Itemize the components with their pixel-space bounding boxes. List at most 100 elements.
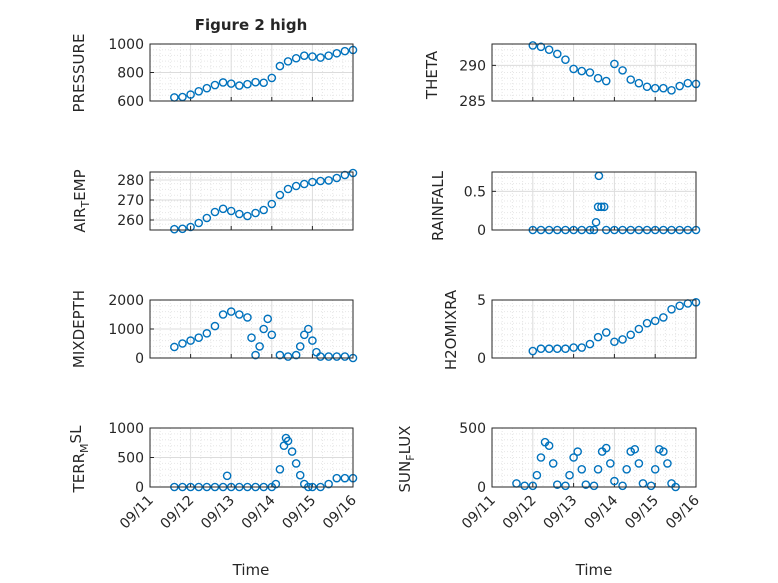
y-tick-label: 290 <box>459 58 486 74</box>
data-point <box>544 441 554 451</box>
data-point <box>593 332 603 342</box>
data-point <box>194 333 204 343</box>
data-point <box>316 176 325 186</box>
data-point <box>591 217 601 227</box>
y-tick-label: 0 <box>135 480 144 496</box>
axes-box <box>149 43 354 102</box>
y-tick-label: 0 <box>477 351 486 367</box>
data-point <box>630 444 640 454</box>
subplot-mixdepth: 0 1000 2000 <box>108 293 358 367</box>
data-point <box>202 329 212 338</box>
data-point <box>332 48 342 58</box>
data-point <box>622 464 631 474</box>
data-point <box>218 78 228 87</box>
data-point <box>226 206 236 216</box>
y-tick-label: 500 <box>459 421 486 437</box>
y-tick-label: 800 <box>117 66 144 82</box>
data-point <box>332 352 342 361</box>
data-point <box>324 352 333 361</box>
data-point <box>267 199 277 209</box>
y-tick-label: 0 <box>135 351 144 367</box>
data-point <box>634 459 644 468</box>
data-point <box>634 78 644 88</box>
data-point <box>259 324 268 334</box>
data-point <box>222 471 232 481</box>
y-tick-label: 1000 <box>108 37 144 53</box>
y-tick-label: 2000 <box>108 293 144 309</box>
data-point <box>308 177 317 187</box>
data-point <box>610 59 619 69</box>
data-point <box>210 80 220 90</box>
data-point <box>577 343 587 352</box>
data-point <box>186 90 195 99</box>
data-point <box>659 447 668 456</box>
data-point <box>226 79 236 88</box>
data-point <box>548 459 558 468</box>
data-point <box>610 476 619 486</box>
y-tick-label: 0 <box>477 223 486 239</box>
y-tick-label: 270 <box>117 193 144 209</box>
data-point <box>287 447 297 456</box>
data-point <box>626 330 636 340</box>
y-axis-label-mixdepth: MIXDEPTH <box>70 290 88 368</box>
y-tick-label: 285 <box>459 94 486 110</box>
data-point <box>299 51 309 60</box>
data-point <box>170 342 179 352</box>
data-point <box>597 202 606 212</box>
data-point <box>283 57 293 66</box>
y-axis-label-air-temp: AIRTEMP <box>71 169 92 232</box>
data-point <box>243 313 252 322</box>
data-point <box>178 339 187 348</box>
y-tick-label: 260 <box>117 213 144 229</box>
data-point <box>243 79 252 89</box>
data-point <box>601 443 611 453</box>
data-point <box>251 77 260 87</box>
data-point <box>340 473 350 483</box>
axes-box <box>491 427 697 488</box>
data-point <box>561 55 570 64</box>
data-point <box>577 66 587 76</box>
data-point <box>275 190 285 200</box>
data-point <box>283 352 293 361</box>
data-point <box>561 344 570 354</box>
data-point <box>569 343 578 352</box>
data-point <box>626 75 636 84</box>
data-point <box>275 464 285 474</box>
data-point <box>585 339 595 349</box>
subplot-theta: 285 290 <box>459 41 701 110</box>
y-axis-label-sun-flux: SUNFLUX <box>396 426 417 493</box>
y-axis-label-pressure: PRESSURE <box>70 34 88 113</box>
data-point <box>552 480 562 489</box>
data-point <box>210 321 220 331</box>
data-point <box>299 330 309 340</box>
data-point <box>593 73 603 83</box>
data-point <box>528 346 538 356</box>
data-point <box>247 333 256 343</box>
y-axis-label-theta: THETA <box>423 50 441 100</box>
data-point <box>606 459 615 468</box>
data-point <box>304 324 313 334</box>
data-point <box>259 78 268 88</box>
data-point <box>565 470 574 480</box>
data-point <box>675 81 684 91</box>
y-axis-label-rainfall: RAINFALL <box>429 170 447 241</box>
data-point <box>659 83 668 93</box>
data-point <box>178 224 187 234</box>
data-point <box>569 453 578 462</box>
data-point <box>291 350 301 360</box>
data-point <box>683 78 693 88</box>
data-point <box>291 53 301 63</box>
figure-title: Figure 2 high <box>195 16 308 34</box>
data-point <box>340 170 350 180</box>
y-tick-label: 1000 <box>108 322 144 338</box>
data-point <box>271 479 281 489</box>
data-point <box>618 66 627 75</box>
y-tick-label: 500 <box>117 451 144 467</box>
axes-box <box>491 43 697 102</box>
axes-box <box>491 299 697 359</box>
axes-box <box>491 171 697 231</box>
data-point <box>332 473 342 483</box>
subplot-air-temp: 260 270 280 <box>117 168 358 234</box>
data-point <box>316 53 325 62</box>
data-point <box>552 49 562 59</box>
